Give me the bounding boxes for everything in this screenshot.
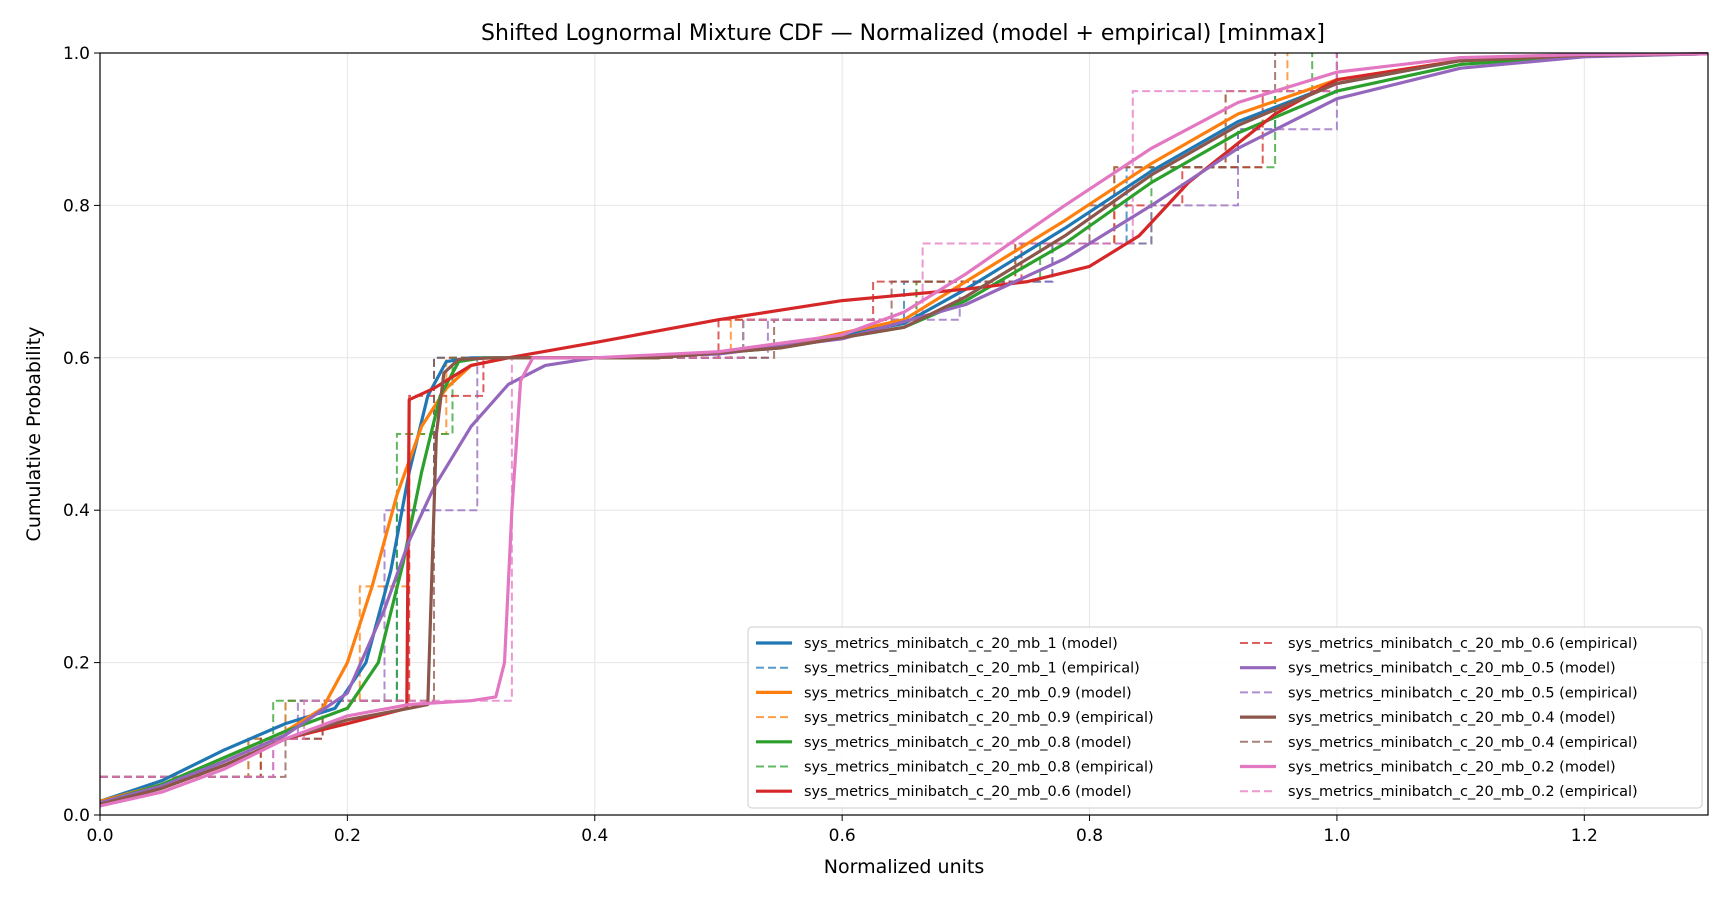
x-tick-label: 0.2 <box>334 826 361 846</box>
y-tick-label: 1.0 <box>63 44 90 64</box>
legend-label: sys_metrics_minibatch_c_20_mb_0.4 (empir… <box>1288 735 1638 751</box>
legend-label: sys_metrics_minibatch_c_20_mb_0.2 (model… <box>1288 760 1616 776</box>
x-tick-label: 0.6 <box>829 826 856 846</box>
x-tick-label: 0.0 <box>86 826 113 846</box>
legend-box <box>747 626 1703 809</box>
y-tick-label: 0.0 <box>63 806 90 826</box>
legend-label: sys_metrics_minibatch_c_20_mb_1 (empiric… <box>804 661 1140 677</box>
series-line-sys-metrics-minibatch-c-20-mb-0-5-empirical <box>100 53 1338 778</box>
plot-frame <box>99 52 1709 816</box>
x-tick-label: 0.4 <box>581 826 608 846</box>
legend-label: sys_metrics_minibatch_c_20_mb_0.6 (empir… <box>1288 636 1638 652</box>
y-tick-label: 0.8 <box>63 196 90 216</box>
chart-title: Shifted Lognormal Mixture CDF — Normaliz… <box>481 21 1325 46</box>
series-line-sys-metrics-minibatch-c-20-mb-0-4-empirical <box>100 53 1277 778</box>
axes: 0.0 0.2 0.4 0.6 0.8 1.0 1.2 0.0 0.2 0.4 0.6 0.8 1.0 <box>63 44 1598 846</box>
x-tick-label: 1.2 <box>1571 826 1598 846</box>
y-axis-title: Cumulative Probability <box>23 327 45 542</box>
x-tick-label: 1.0 <box>1323 826 1350 846</box>
series-lines <box>99 52 1709 808</box>
legend-label: sys_metrics_minibatch_c_20_mb_0.8 (empir… <box>804 760 1154 776</box>
series-line-sys-metrics-minibatch-c-20-mb-0-5-model <box>99 52 1709 805</box>
x-tick-label: 0.8 <box>1076 826 1103 846</box>
legend-label: sys_metrics_minibatch_c_20_mb_0.5 (model… <box>1288 661 1616 677</box>
series-line-sys-metrics-minibatch-c-20-mb-0-2-model <box>99 52 1709 808</box>
legend-label: sys_metrics_minibatch_c_20_mb_0.8 (model… <box>804 735 1132 751</box>
legend-label: sys_metrics_minibatch_c_20_mb_0.5 (empir… <box>1288 685 1638 701</box>
series-line-sys-metrics-minibatch-c-20-mb-0-4-model <box>99 52 1709 806</box>
x-axis-title: Normalized units <box>824 856 985 878</box>
legend: sys_metrics_minibatch_c_20_mb_1 (model) s… <box>747 626 1703 809</box>
legend-label: sys_metrics_minibatch_c_20_mb_0.4 (model… <box>1288 710 1616 726</box>
legend-label: sys_metrics_minibatch_c_20_mb_0.9 (empir… <box>804 710 1154 726</box>
y-tick-label: 0.2 <box>63 654 90 674</box>
legend-label: sys_metrics_minibatch_c_20_mb_0.6 (model… <box>804 784 1132 800</box>
y-tick-label: 0.4 <box>63 501 90 521</box>
legend-label: sys_metrics_minibatch_c_20_mb_1 (model) <box>804 636 1118 652</box>
legend-label: sys_metrics_minibatch_c_20_mb_0.9 (model… <box>804 685 1132 701</box>
y-tick-label: 0.6 <box>63 349 90 369</box>
legend-label: sys_metrics_minibatch_c_20_mb_0.2 (empir… <box>1288 784 1638 800</box>
